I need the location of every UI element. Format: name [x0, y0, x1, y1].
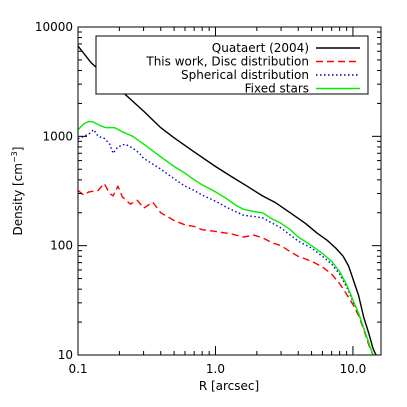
- y-tick-label: 100: [50, 239, 73, 253]
- y-tick-label: 1000: [42, 129, 73, 143]
- y-axis-label-main: Density [cm: [11, 163, 25, 235]
- y-tick-label: 10000: [35, 20, 73, 34]
- series-line-1: [78, 182, 374, 355]
- y-axis-label-exponent: −3: [10, 151, 19, 163]
- y-tick-label: 10: [58, 348, 73, 362]
- legend-label-0: Quataert (2004): [212, 41, 309, 55]
- series-line-2: [78, 128, 374, 355]
- series-line-3: [78, 120, 374, 355]
- x-axis-label: R [arcsec]: [199, 379, 259, 393]
- x-tick-label: 0.1: [68, 362, 87, 376]
- plot-frame: [77, 26, 382, 356]
- series-line-0: [78, 45, 377, 355]
- x-tick-label: 10.0: [340, 362, 367, 376]
- x-tick-label: 1.0: [206, 362, 225, 376]
- y-axis-label-close: ]: [11, 147, 25, 152]
- legend-label-1: This work, Disc distribution: [145, 55, 309, 69]
- y-axis-label: Density [cm−3]: [10, 147, 25, 236]
- legend-label-3: Fixed stars: [245, 82, 309, 96]
- legend-label-2: Spherical distribution: [181, 68, 309, 82]
- legend-box: [95, 35, 369, 95]
